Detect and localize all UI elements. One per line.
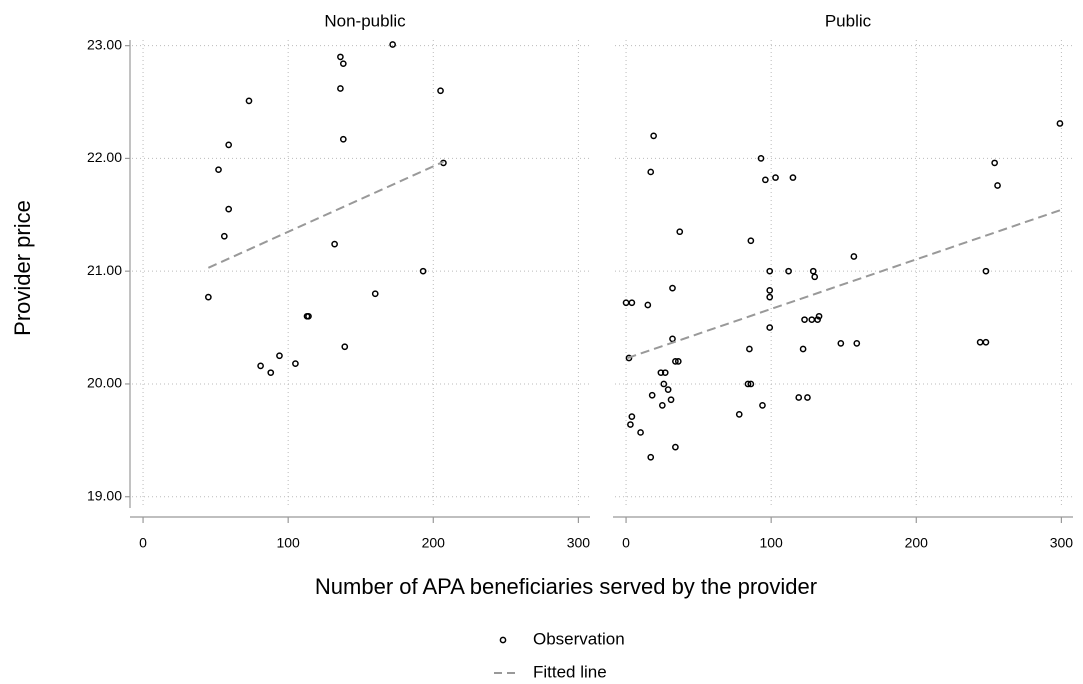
point xyxy=(220,232,228,240)
point xyxy=(660,380,668,388)
point xyxy=(215,166,222,174)
legend-label: Fitted line xyxy=(533,662,607,681)
point xyxy=(341,343,349,351)
panel-title: Non-public xyxy=(324,11,406,30)
fitted-line xyxy=(627,209,1061,359)
point xyxy=(637,429,644,436)
point xyxy=(669,284,676,292)
point xyxy=(976,338,984,346)
point xyxy=(669,335,676,343)
point xyxy=(331,240,338,248)
point xyxy=(658,402,666,409)
point xyxy=(627,421,634,428)
point xyxy=(815,312,823,320)
point xyxy=(747,237,755,245)
point xyxy=(672,443,679,451)
point xyxy=(337,53,344,61)
point xyxy=(276,352,283,360)
point xyxy=(744,380,752,388)
point xyxy=(337,85,344,92)
point xyxy=(1056,120,1064,127)
point xyxy=(661,369,669,377)
point xyxy=(647,168,655,176)
point xyxy=(650,132,657,140)
point xyxy=(267,369,275,377)
fitted-line xyxy=(207,160,444,269)
point xyxy=(625,354,633,362)
point xyxy=(853,340,861,347)
y-tick-label: 19.00 xyxy=(87,487,122,503)
y-tick-label: 22.00 xyxy=(87,149,122,165)
point xyxy=(644,301,652,309)
point xyxy=(674,358,682,365)
point xyxy=(419,267,427,275)
point xyxy=(850,253,858,260)
y-tick-label: 21.00 xyxy=(87,262,122,278)
point xyxy=(746,345,753,353)
point xyxy=(672,358,679,365)
point xyxy=(837,340,845,347)
point xyxy=(225,141,233,149)
point xyxy=(437,87,444,95)
point xyxy=(667,396,675,404)
x-tick-label: 200 xyxy=(905,535,929,551)
point xyxy=(628,413,636,421)
point xyxy=(772,174,779,181)
point xyxy=(982,338,990,346)
point xyxy=(766,293,774,301)
point xyxy=(759,402,766,409)
point xyxy=(789,174,797,181)
point xyxy=(814,316,821,324)
point xyxy=(766,287,774,294)
point xyxy=(305,312,312,320)
point xyxy=(257,362,264,370)
point xyxy=(766,324,774,331)
y-tick-label: 20.00 xyxy=(87,375,122,391)
point xyxy=(747,380,755,388)
legend-marker xyxy=(499,636,507,644)
point xyxy=(757,155,765,162)
point xyxy=(762,176,769,184)
point xyxy=(994,182,1001,189)
point xyxy=(766,267,774,275)
y-axis-label: Provider price xyxy=(10,200,35,336)
point xyxy=(292,360,299,368)
point xyxy=(808,316,816,324)
panel-title: Public xyxy=(825,11,872,30)
point xyxy=(648,391,656,399)
point xyxy=(804,394,811,401)
point xyxy=(811,273,819,281)
x-tick-label: 0 xyxy=(139,535,147,551)
point xyxy=(785,267,792,275)
x-tick-label: 300 xyxy=(567,535,591,551)
point xyxy=(795,394,803,401)
point xyxy=(339,135,347,143)
point xyxy=(647,453,655,461)
point xyxy=(225,205,233,213)
y-tick-label: 23.00 xyxy=(87,36,122,52)
x-tick-label: 300 xyxy=(1050,535,1074,551)
point xyxy=(245,97,253,105)
point xyxy=(657,369,665,377)
legend-label: Observation xyxy=(533,629,625,648)
point xyxy=(735,411,743,418)
point xyxy=(371,290,379,298)
x-tick-label: 100 xyxy=(759,535,783,551)
point xyxy=(339,60,347,68)
point xyxy=(809,267,817,275)
x-tick-label: 200 xyxy=(422,535,446,551)
point xyxy=(205,293,212,301)
point xyxy=(982,267,990,275)
point xyxy=(628,299,636,307)
point xyxy=(991,159,998,167)
point xyxy=(676,228,684,236)
point xyxy=(389,41,396,48)
x-tick-label: 0 xyxy=(622,535,630,551)
x-axis-label: Number of APA beneficiaries served by th… xyxy=(315,574,817,599)
point xyxy=(799,345,807,353)
point xyxy=(664,386,672,393)
x-tick-label: 100 xyxy=(276,535,300,551)
point xyxy=(801,316,808,324)
